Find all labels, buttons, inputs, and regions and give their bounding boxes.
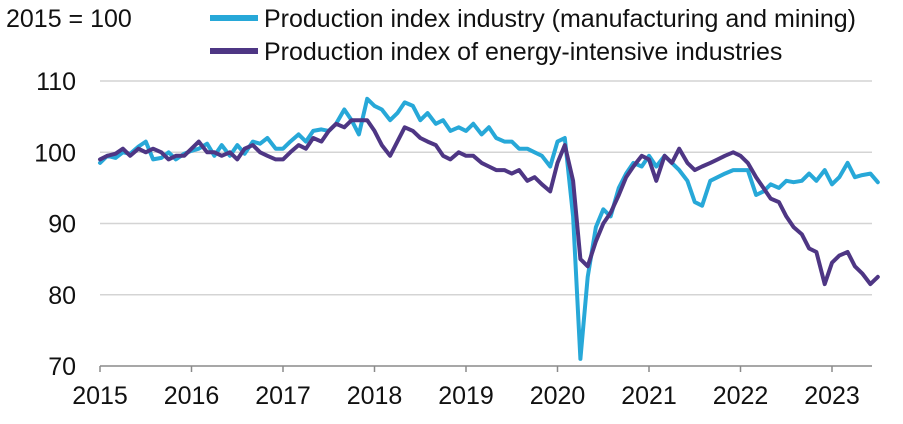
y-tick-label-70: 70 — [48, 353, 76, 381]
legend-label-energy-intensive: Production index of energy-intensive ind… — [264, 38, 782, 66]
x-tick-label-2021: 2021 — [621, 382, 677, 410]
y-tick-label-100: 100 — [34, 139, 76, 167]
x-tick-label-2018: 2018 — [347, 382, 403, 410]
y-tick-label-90: 90 — [48, 211, 76, 239]
x-tick-label-2017: 2017 — [255, 382, 311, 410]
y-axis-ticks: 70 80 90 100 110 — [34, 68, 76, 381]
x-tick-label-2015: 2015 — [72, 382, 128, 410]
x-tick-label-2019: 2019 — [438, 382, 494, 410]
x-tick-label-2020: 2020 — [530, 382, 586, 410]
gridlines — [100, 80, 872, 296]
series-lines — [98, 96, 880, 361]
x-tick-label-2023: 2023 — [804, 382, 860, 410]
x-tick-label-2016: 2016 — [164, 382, 220, 410]
y-tick-label-80: 80 — [48, 282, 76, 310]
series-line-energy-intensive — [98, 118, 880, 287]
x-axis — [99, 365, 872, 372]
legend-label-industry: Production index industry (manufacturing… — [264, 5, 856, 33]
x-tick-label-2022: 2022 — [713, 382, 769, 410]
legend: Production index industry (manufacturing… — [210, 5, 856, 66]
y-axis-unit-label: 2015 = 100 — [6, 5, 132, 33]
series-line-industry — [98, 96, 880, 361]
x-axis-ticks: 2015 2016 2017 2018 2019 2020 2021 2022 2023 — [72, 382, 860, 410]
y-tick-label-110: 110 — [36, 68, 76, 96]
